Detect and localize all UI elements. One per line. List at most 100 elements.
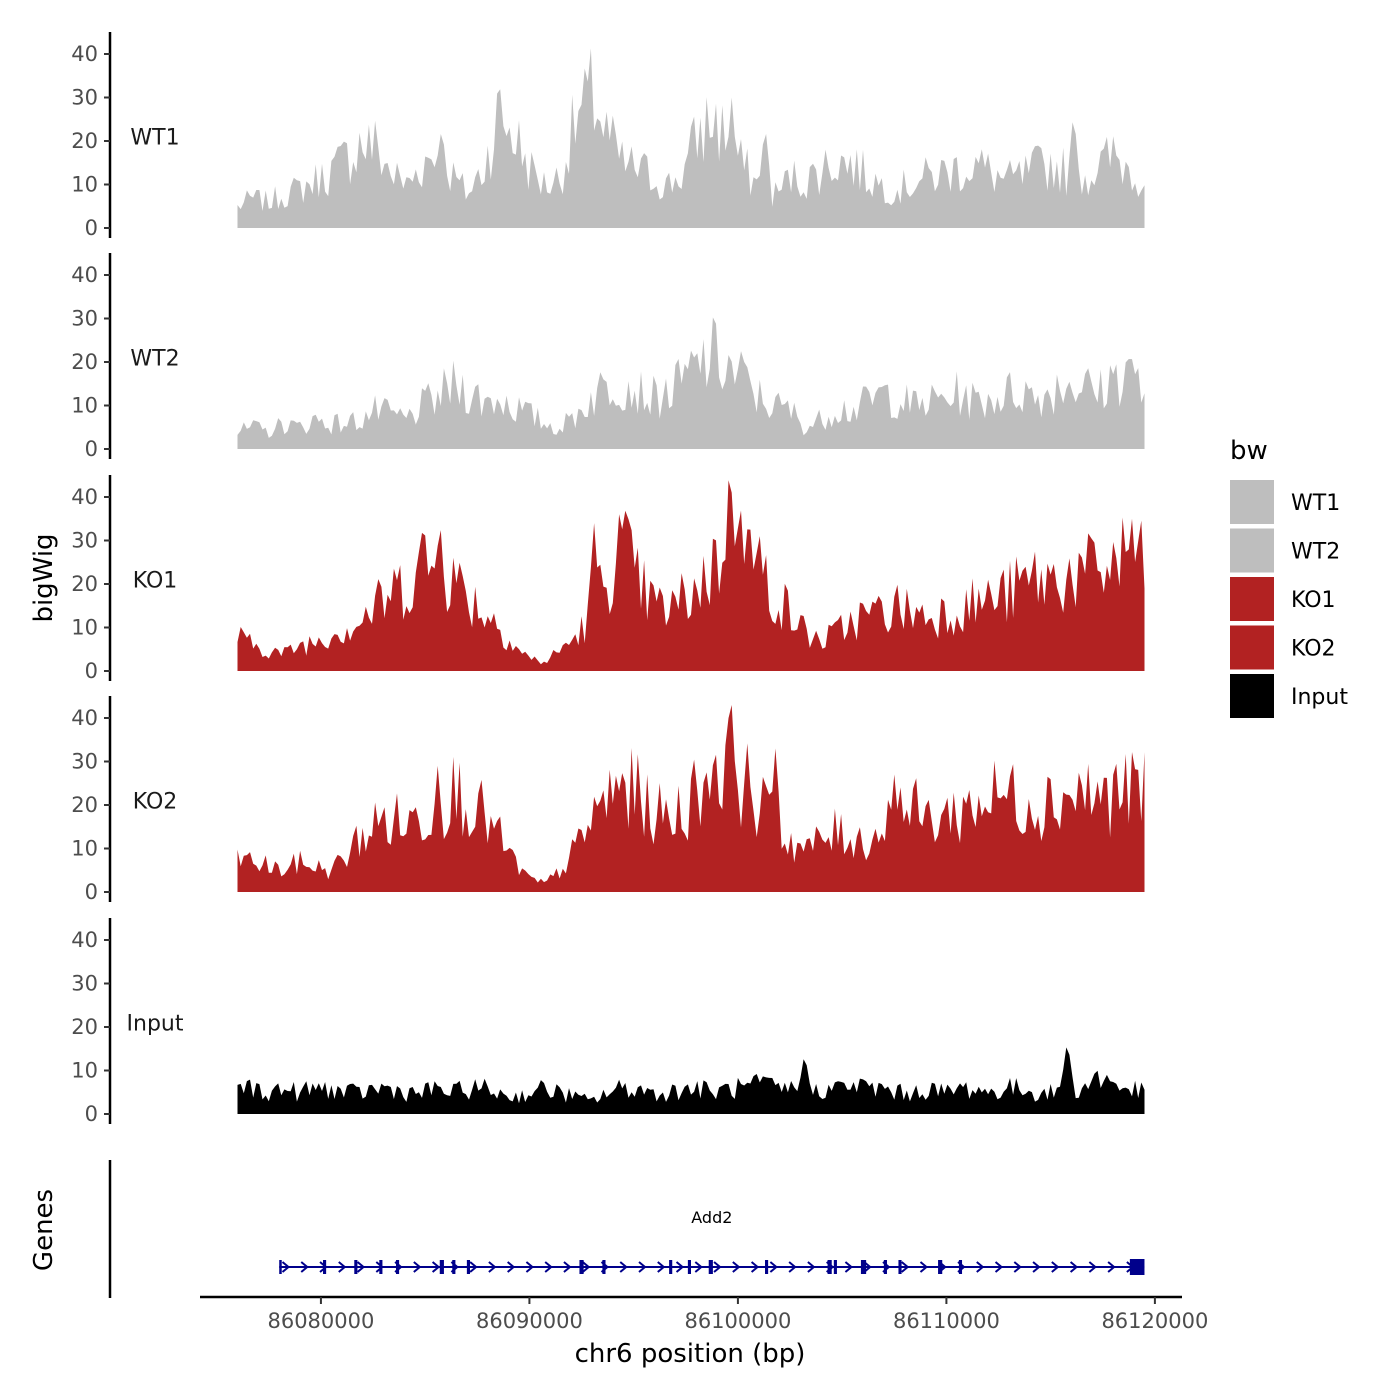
track-label-wt2: WT2 <box>130 347 179 372</box>
strand-arrow <box>788 1261 797 1273</box>
signal-area-input <box>237 1047 1145 1114</box>
strand-arrow <box>807 1261 816 1273</box>
legend-key-input <box>1230 674 1274 718</box>
strand-arrow <box>469 1261 478 1273</box>
gene-exon <box>395 1260 400 1274</box>
gene-exon <box>1129 1259 1145 1275</box>
legend-key-ko1 <box>1230 577 1274 621</box>
signal-area-wt2 <box>237 317 1145 449</box>
strand-arrow <box>300 1261 309 1273</box>
gene-name-label: Add2 <box>691 1208 732 1227</box>
strand-arrow <box>619 1261 628 1273</box>
gene-exon <box>883 1260 887 1274</box>
y-tick-label: 10 <box>71 394 98 418</box>
track-label-input: Input <box>127 1012 184 1037</box>
y-tick-label: 30 <box>71 750 98 774</box>
legend-label-ko2: KO2 <box>1291 637 1336 662</box>
legend-title: bw <box>1230 436 1268 466</box>
track-label-wt1: WT1 <box>130 126 179 151</box>
strand-arrow <box>713 1261 722 1273</box>
y-tick-label: 10 <box>71 1059 98 1083</box>
strand-arrow <box>994 1261 1004 1273</box>
strand-arrow <box>281 1261 291 1273</box>
x-tick-label: 86080000 <box>267 1309 374 1333</box>
gene-exon <box>379 1260 383 1274</box>
x-tick-label: 86100000 <box>684 1309 791 1333</box>
strand-arrow <box>675 1261 685 1273</box>
gene-exon <box>938 1260 943 1274</box>
y-tick-label: 30 <box>71 972 98 996</box>
legend-label-ko1: KO1 <box>1291 588 1336 613</box>
gene-exon <box>898 1260 902 1274</box>
y-tick-label: 40 <box>71 928 98 952</box>
y-tick-label: 0 <box>85 1102 98 1126</box>
signal-area-ko1 <box>237 480 1145 671</box>
x-axis-title: chr6 position (bp) <box>575 1339 806 1369</box>
strand-arrow <box>413 1261 422 1273</box>
y-tick-label: 20 <box>71 1015 98 1039</box>
y-tick-label: 20 <box>71 129 98 153</box>
gene-exon <box>765 1260 769 1274</box>
gene-exon <box>958 1260 963 1274</box>
strand-arrow <box>356 1261 366 1273</box>
gene-exon <box>833 1260 837 1274</box>
y-tick-label: 40 <box>71 42 98 66</box>
strand-arrow <box>750 1261 760 1273</box>
strand-arrow <box>1069 1261 1079 1273</box>
y-tick-label: 10 <box>71 837 98 861</box>
y-tick-label: 30 <box>71 86 98 110</box>
tracks-area: 0 10 20 30 40 WT1 0 10 20 30 40 WT2 0 10 20 30 40 KO1 0 10 2… <box>71 32 1145 1126</box>
gene-exon <box>452 1260 456 1274</box>
y-tick-label: 0 <box>85 437 98 461</box>
gene-exon <box>323 1260 327 1274</box>
track-label-ko1: KO1 <box>133 569 178 594</box>
gene-exon <box>466 1260 470 1274</box>
y-tick-label: 20 <box>71 350 98 374</box>
y-tick-label: 40 <box>71 706 98 730</box>
track-ko1: 0 10 20 30 40 KO1 <box>71 475 1145 683</box>
signal-area-ko2 <box>237 705 1145 892</box>
strand-arrow <box>919 1261 929 1273</box>
legend-key-ko2 <box>1230 625 1274 670</box>
y-tick-label: 40 <box>71 485 98 509</box>
x-tick-label: 86090000 <box>476 1309 583 1333</box>
strand-arrow <box>1032 1261 1041 1273</box>
y-tick-label: 10 <box>71 616 98 640</box>
strand-arrow <box>1088 1261 1097 1273</box>
strand-arrow <box>1107 1261 1116 1273</box>
gene-panel: Add2 <box>108 1160 1145 1298</box>
gene-exon <box>687 1260 691 1274</box>
legend-label-wt2: WT2 <box>1291 540 1340 565</box>
gene-exon <box>602 1260 606 1274</box>
signal-area-wt1 <box>237 48 1145 229</box>
strand-arrow <box>338 1261 347 1273</box>
strand-arrow <box>563 1261 572 1273</box>
y-tick-label: 0 <box>85 216 98 240</box>
legend-key-wt1 <box>1230 480 1274 524</box>
x-tick-label: 86120000 <box>1101 1309 1208 1333</box>
y-axis-title: bigWig <box>29 533 59 622</box>
strand-arrow <box>976 1261 985 1273</box>
strand-arrow <box>507 1261 516 1273</box>
x-tick-label: 86110000 <box>893 1309 1000 1333</box>
x-axis: 86080000 86090000 86100000 86110000 86120000 <box>200 1295 1208 1333</box>
track-label-ko2: KO2 <box>133 790 178 815</box>
strand-arrow <box>732 1261 741 1273</box>
strand-arrow <box>431 1261 441 1273</box>
strand-arrow <box>694 1261 703 1273</box>
y-tick-label: 10 <box>71 173 98 197</box>
gene-exon <box>354 1260 358 1274</box>
genes-axis-title: Genes <box>29 1189 59 1271</box>
gene-exon <box>579 1260 584 1274</box>
legend-label-wt1: WT1 <box>1291 491 1340 516</box>
strand-arrow <box>638 1261 647 1273</box>
strand-arrow <box>582 1261 591 1273</box>
strand-arrow <box>657 1261 666 1273</box>
strand-arrow <box>1013 1261 1022 1273</box>
gene-exon <box>827 1260 832 1274</box>
strand-arrow <box>525 1261 534 1273</box>
legend-key-wt2 <box>1230 528 1274 573</box>
strand-arrow <box>1051 1261 1060 1273</box>
strand-arrow <box>844 1261 853 1273</box>
